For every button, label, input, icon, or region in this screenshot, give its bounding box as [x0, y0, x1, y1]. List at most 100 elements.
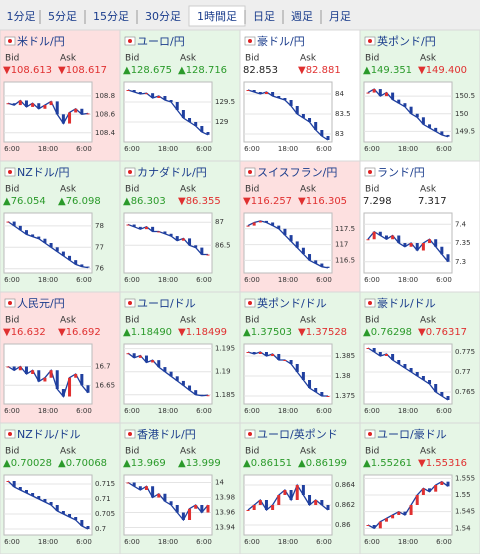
- pair-name[interactable]: 米ドル/円: [17, 35, 65, 48]
- candle: [49, 370, 53, 378]
- candle: [31, 370, 35, 374]
- candle: [49, 243, 53, 248]
- candle: [409, 106, 413, 114]
- tab[interactable]: 1時間足: [197, 10, 237, 23]
- pair-name[interactable]: 人民元/円: [17, 297, 65, 310]
- tab[interactable]: 1分足: [7, 10, 36, 23]
- x-tick-label: 6:00: [4, 538, 20, 546]
- chart-area: [243, 343, 333, 405]
- candle: [61, 114, 65, 124]
- candle: [138, 355, 142, 358]
- pair-name[interactable]: ランド/円: [377, 166, 425, 179]
- candle: [366, 239, 370, 241]
- pair-name[interactable]: スイスフラン/円: [257, 166, 337, 179]
- flag-mark: [368, 301, 372, 305]
- x-tick-label: 6:00: [124, 538, 140, 546]
- y-tick-label: 129.5: [215, 98, 235, 106]
- pair-name[interactable]: 英ポンド/ドル: [257, 296, 327, 310]
- y-tick-label: 117.5: [335, 225, 355, 233]
- y-tick-label: 108.4: [95, 129, 116, 137]
- pair-name[interactable]: 英ポンド/円: [377, 34, 436, 48]
- tab[interactable]: 月足: [329, 10, 351, 23]
- pair-name[interactable]: ユーロ/ドル: [137, 297, 196, 310]
- pair-name[interactable]: ユーロ/豪ドル: [377, 427, 447, 441]
- y-tick-label: 7.35: [455, 239, 471, 247]
- x-tick-label: 6:00: [244, 538, 260, 546]
- candle: [138, 486, 142, 490]
- candle: [308, 380, 312, 388]
- y-tick-label: 1.385: [335, 352, 355, 360]
- candle: [151, 93, 155, 98]
- candle: [397, 360, 401, 364]
- candle: [74, 260, 78, 265]
- candle: [144, 355, 148, 363]
- candle: [391, 515, 395, 519]
- ask-value: ▲128.716: [178, 65, 227, 76]
- candle: [366, 348, 370, 349]
- tab[interactable]: 15分足: [93, 10, 129, 23]
- candle: [258, 352, 262, 354]
- pair-name[interactable]: 香港ドル/円: [137, 428, 196, 441]
- tab[interactable]: 30分足: [145, 10, 181, 23]
- y-tick-label: 78: [95, 222, 104, 230]
- chart-area: [123, 81, 213, 143]
- pair-name[interactable]: 豪ドル/ドル: [377, 296, 436, 310]
- tab[interactable]: 日足: [253, 10, 275, 23]
- candle: [169, 371, 173, 377]
- candle: [206, 254, 210, 256]
- pair-name[interactable]: 豪ドル/円: [257, 34, 305, 48]
- candle: [43, 105, 47, 109]
- y-tick-label: 0.7: [95, 525, 106, 533]
- bid-label: Bid: [245, 447, 259, 457]
- pair-name[interactable]: ユーロ/円: [137, 35, 185, 48]
- candle: [391, 354, 395, 360]
- candle: [271, 505, 275, 510]
- x-tick-label: 6:00: [196, 145, 212, 153]
- candle: [320, 500, 324, 505]
- candle: [74, 517, 78, 520]
- candle: [289, 235, 293, 242]
- ask-label: Ask: [300, 447, 317, 457]
- x-tick-label: 6:00: [316, 538, 332, 546]
- y-tick-label: 7.3: [455, 258, 466, 266]
- pair-name[interactable]: カナダドル/円: [137, 165, 207, 179]
- candle: [434, 239, 438, 247]
- candle: [74, 108, 78, 113]
- flag-mark: [8, 39, 12, 43]
- candle: [18, 487, 22, 490]
- x-tick-label: 6:00: [196, 538, 212, 546]
- candle: [314, 260, 318, 264]
- pair-name[interactable]: NZドル/円: [17, 166, 69, 179]
- candle: [188, 238, 192, 246]
- candle: [264, 352, 268, 356]
- candle: [43, 238, 47, 243]
- candle: [68, 112, 72, 124]
- candle: [68, 514, 72, 517]
- candle: [68, 377, 72, 397]
- flag-mark: [368, 39, 372, 43]
- ask-value: ▼86.355: [178, 196, 221, 207]
- y-tick-label: 1.375: [335, 392, 355, 400]
- candle: [283, 490, 287, 495]
- candle: [421, 117, 425, 125]
- pair-name[interactable]: NZドル/ドル: [17, 428, 80, 441]
- y-tick-label: 0.86: [335, 521, 351, 529]
- candle: [151, 486, 155, 498]
- candle: [157, 96, 161, 98]
- bid-label: Bid: [125, 54, 139, 64]
- candle: [175, 236, 179, 241]
- bid-value: ▲13.969: [123, 458, 166, 469]
- tab[interactable]: 週足: [291, 10, 313, 23]
- pair-name[interactable]: ユーロ/英ポンド: [257, 427, 338, 441]
- ask-label: Ask: [420, 185, 437, 195]
- bid-label: Bid: [125, 185, 139, 195]
- y-tick-label: 117: [335, 241, 348, 249]
- candle: [384, 92, 388, 97]
- candle: [289, 100, 293, 106]
- x-tick-label: 6:00: [76, 145, 92, 153]
- tab[interactable]: 5分足: [48, 10, 77, 23]
- candle: [169, 100, 173, 102]
- candle: [397, 511, 401, 515]
- bid-label: Bid: [365, 316, 379, 326]
- x-tick-label: 6:00: [244, 276, 260, 284]
